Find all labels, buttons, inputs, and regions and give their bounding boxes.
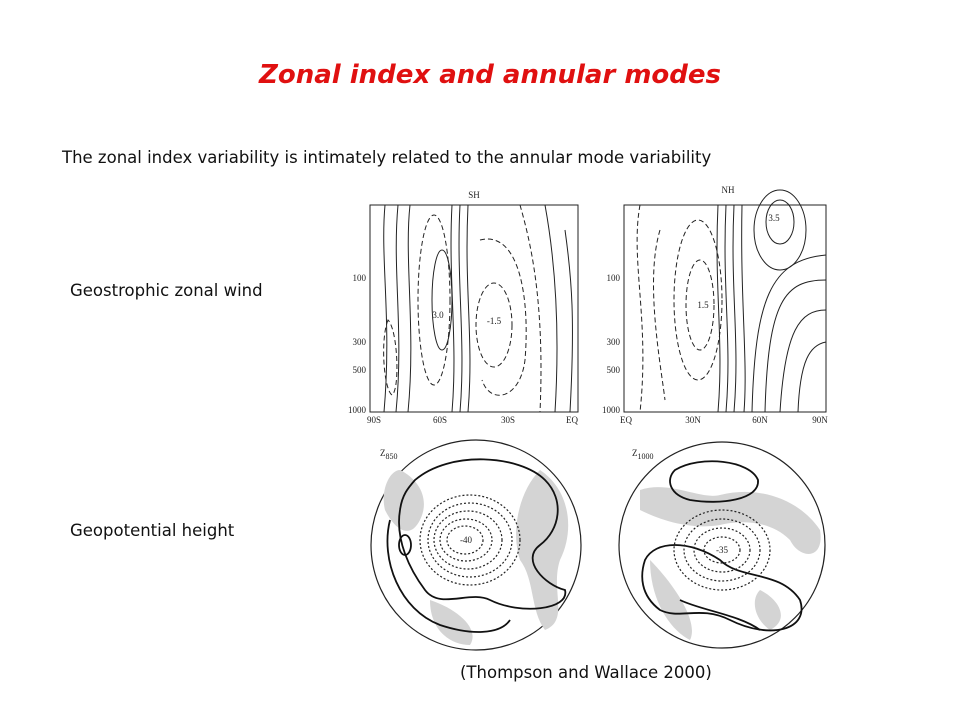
contours [673,509,771,591]
contour-label: 3.5 [768,213,780,223]
contour-label: -35 [716,545,728,555]
z1000-map: Z1000 -35 [618,441,826,649]
subtitle: The zonal index variability is intimatel… [61,148,711,167]
sh-panel: SH 100 300 500 1000 90S 60S 30S EQ 3.0 -… [348,190,579,425]
panel-title: NH [722,185,735,195]
map-title: Z1000 [632,448,654,461]
pressure-label: 1000 [602,405,621,415]
contours [383,204,573,413]
lat-label: 60N [752,415,768,425]
lat-label: EQ [620,415,632,425]
lat-label: 30N [685,415,701,425]
lat-label: EQ [566,415,578,425]
citation: (Thompson and Wallace 2000) [460,663,712,682]
lat-label: 60S [433,415,447,425]
contour-label: -40 [460,535,472,545]
lat-label: 90N [812,415,828,425]
z850-map: Z850 -40 [370,439,582,651]
contours [419,494,521,586]
contour-label: -1.5 [487,316,502,326]
panel-frame [623,204,827,413]
pressure-label: 100 [607,273,621,283]
contours [636,189,827,413]
nh-panel: NH 100 300 500 1000 EQ 30N 60N 90N 3.5 1… [602,185,828,425]
lat-label: 30S [501,415,515,425]
pressure-label: 500 [607,365,621,375]
contour-label: 1.5 [697,300,709,310]
pressure-label: 300 [607,337,621,347]
slide-title: Zonal index and annular modes [258,60,721,90]
pressure-label: 100 [353,273,367,283]
panel-title: SH [468,190,480,200]
pressure-label: 500 [353,365,367,375]
lat-label: 90S [367,415,381,425]
map-title: Z850 [380,448,398,461]
contour-label: 3.0 [432,310,444,320]
panel-frame [369,204,579,413]
row-label: Geostrophic zonal wind [70,281,263,300]
pressure-label: 300 [353,337,367,347]
row-label: Geopotential height [70,521,235,540]
pressure-label: 1000 [348,405,367,415]
